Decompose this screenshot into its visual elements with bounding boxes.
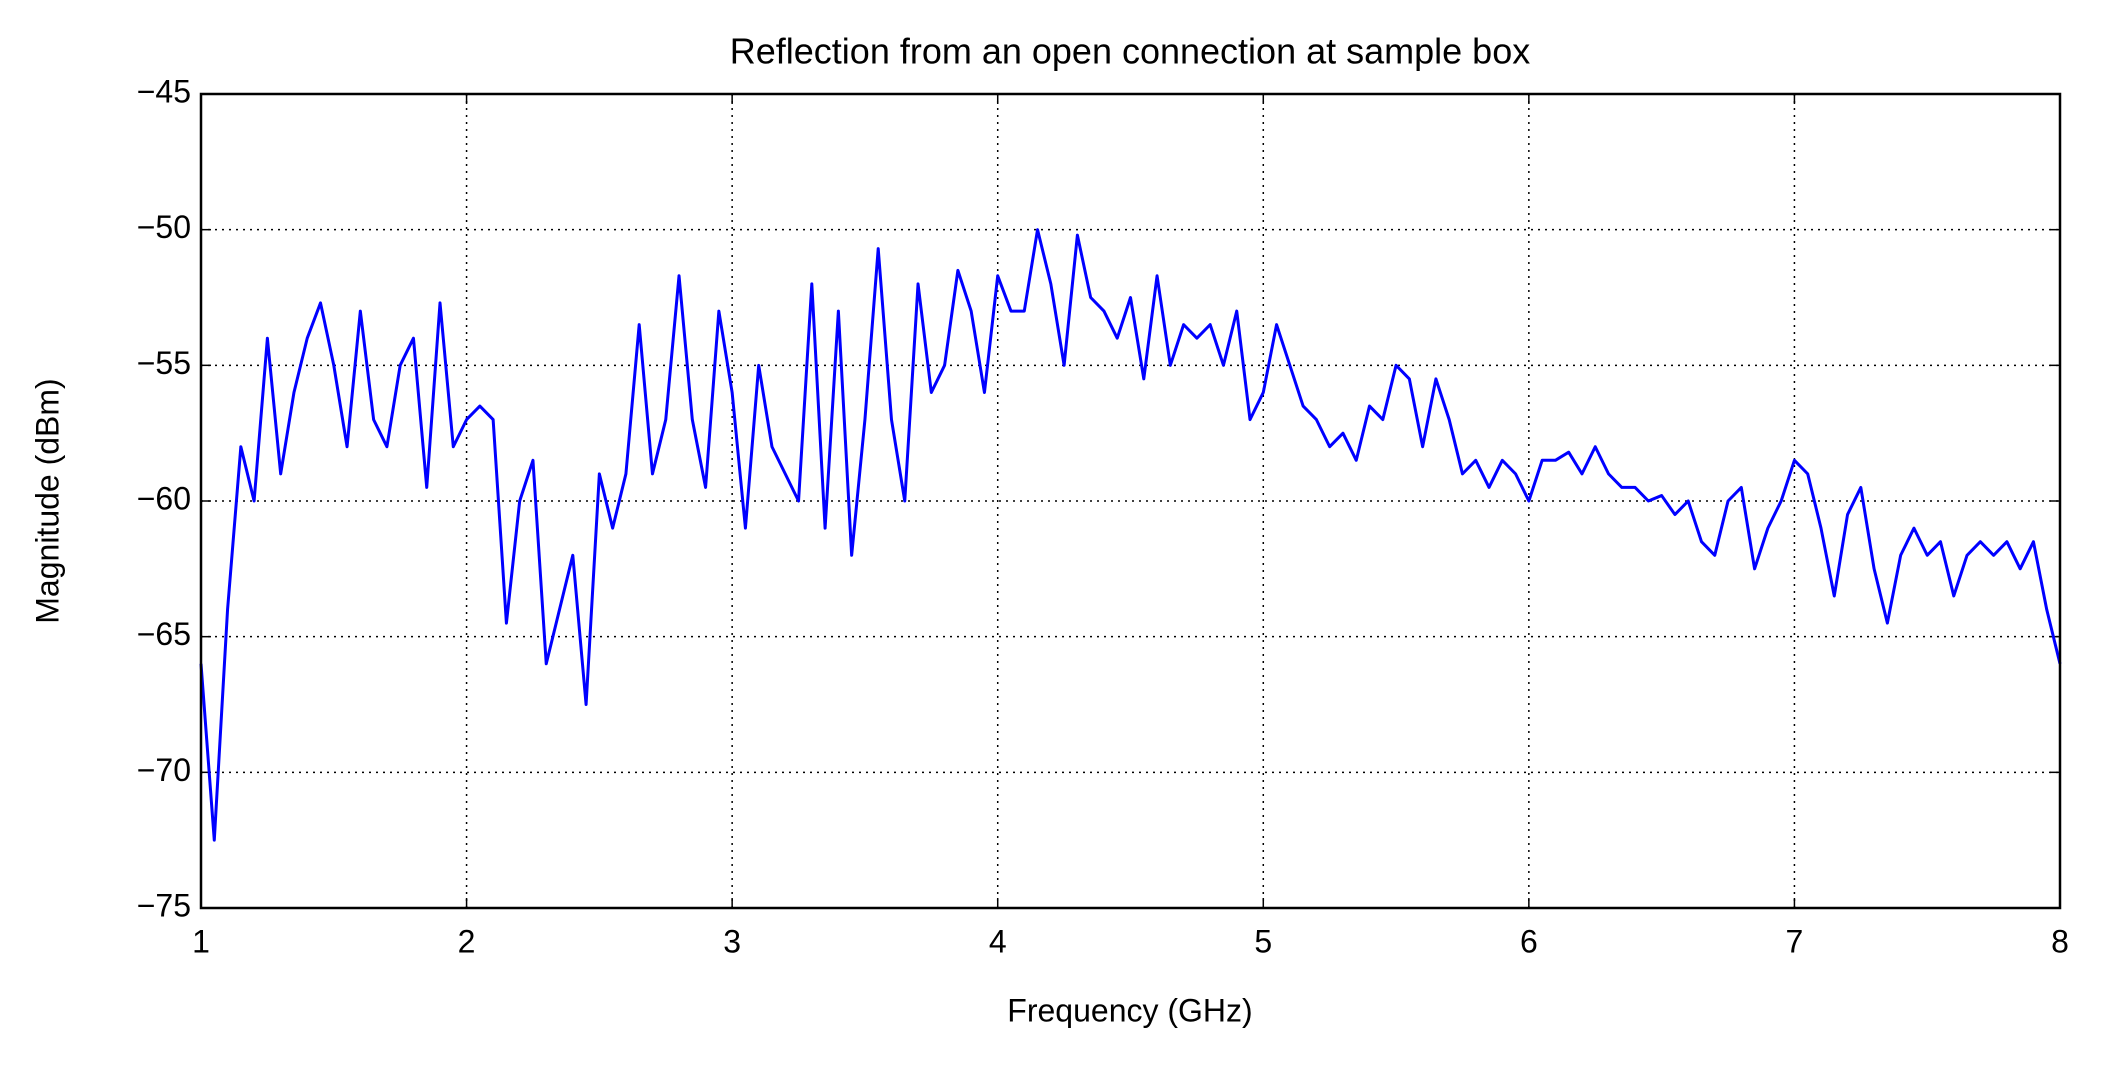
y-tick-label: −50 (137, 209, 191, 245)
x-tick-label: 6 (1520, 923, 1538, 959)
x-tick-label: 7 (1786, 923, 1804, 959)
y-tick-label: −75 (137, 887, 191, 923)
plot-frame (199, 92, 2062, 910)
data-line (199, 228, 2062, 842)
y-tick-label: −60 (137, 480, 191, 516)
x-tick-label: 5 (1254, 923, 1272, 959)
y-tick-label: −45 (137, 73, 191, 109)
x-axis-label: Frequency (GHz) (1007, 992, 1252, 1028)
x-tick-label: 4 (989, 923, 1007, 959)
x-tick-label: 2 (458, 923, 476, 959)
chart-title: Reflection from an open connection at sa… (730, 31, 1530, 72)
y-tick-label: −70 (137, 752, 191, 788)
y-axis-label: Magnitude (dBm) (29, 378, 65, 623)
x-tick-label: 8 (2051, 923, 2069, 959)
y-tick-label: −65 (137, 616, 191, 652)
y-tick-label: −55 (137, 345, 191, 381)
x-tick-label: 3 (723, 923, 741, 959)
x-tick-label: 1 (192, 923, 210, 959)
